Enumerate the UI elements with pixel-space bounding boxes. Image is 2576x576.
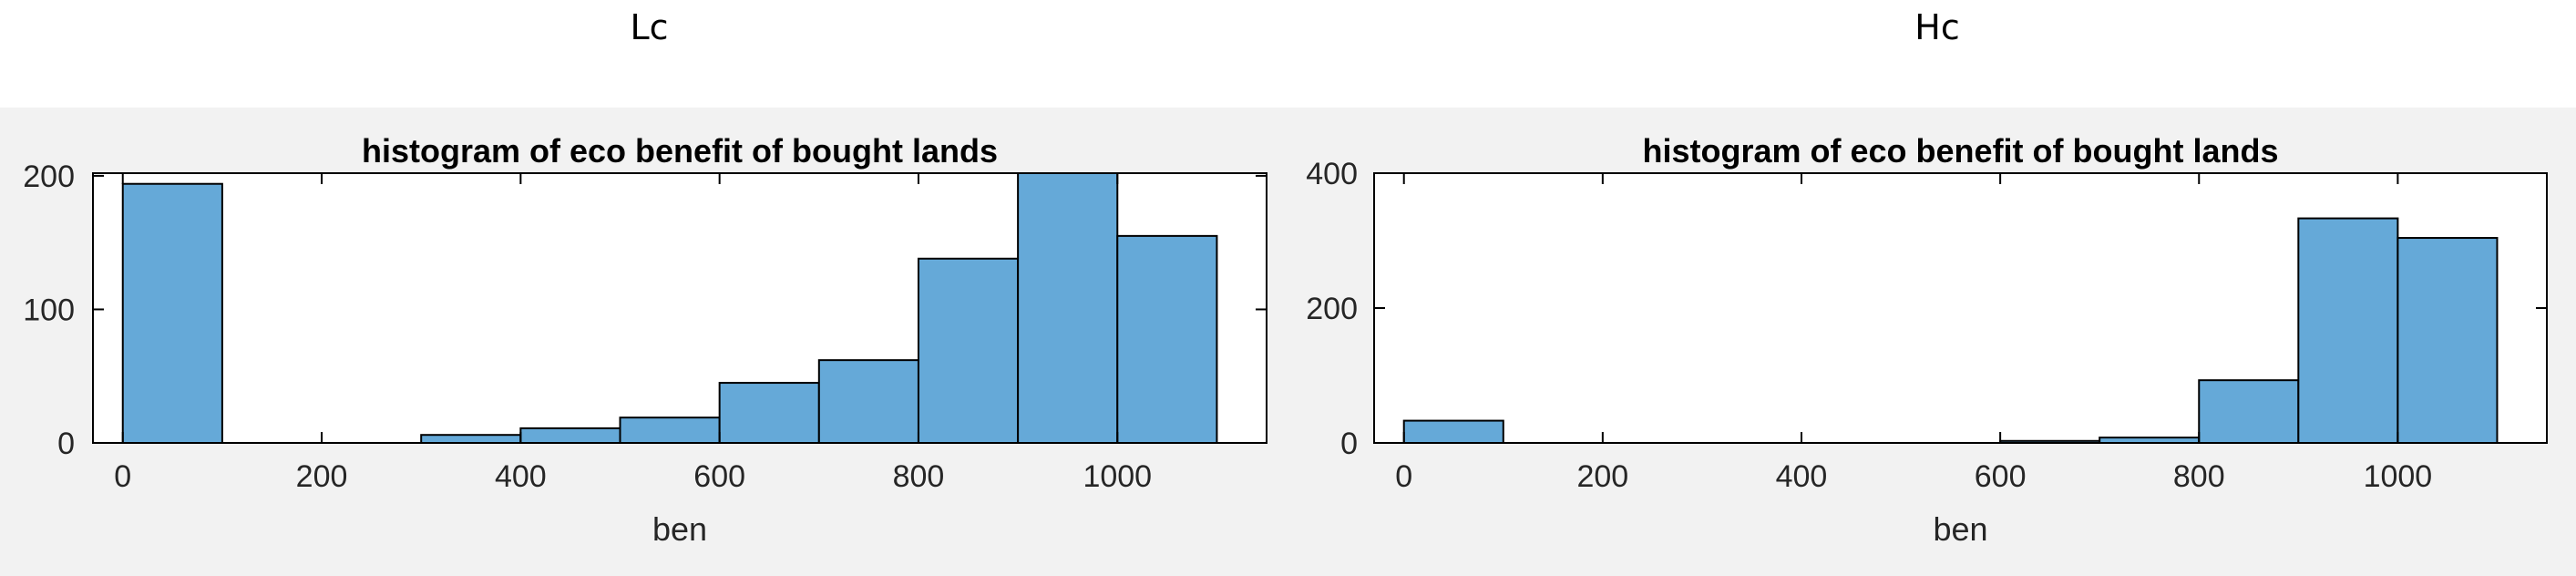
histogram-bar xyxy=(420,434,522,444)
x-tick-label: 600 xyxy=(1975,459,2027,494)
x-tick-label: 400 xyxy=(495,459,547,494)
x-tick-label: 800 xyxy=(2173,459,2225,494)
x-tick-label: 1000 xyxy=(1083,459,1152,494)
x-tick-label: 400 xyxy=(1776,459,1828,494)
histogram-bar xyxy=(519,427,621,445)
x-tick-label: 1000 xyxy=(2364,459,2433,494)
chart-1: 0 200 400 600 800 1000 0 100 200 histogram of eco… xyxy=(0,108,1298,576)
x-tick-label: 200 xyxy=(1576,459,1628,494)
y-tick-label: 200 xyxy=(1306,292,1358,326)
x-tick-label: 200 xyxy=(296,459,348,494)
y-tick-label: 400 xyxy=(1306,157,1358,191)
histogram-bar xyxy=(2198,379,2300,444)
x-tick-label: 800 xyxy=(893,459,945,494)
axes-frame xyxy=(92,172,1267,444)
histogram-bar xyxy=(2396,237,2499,445)
panel-caption-right: Hc xyxy=(1914,7,1960,47)
histogram-bar xyxy=(1116,234,1218,444)
histogram-bar xyxy=(718,382,820,445)
x-axis-label: ben xyxy=(652,510,707,548)
histogram-bar xyxy=(1402,419,1504,444)
histogram-bar xyxy=(917,257,1020,444)
panel-caption-left: Lc xyxy=(630,7,669,47)
histogram-bar xyxy=(2297,217,2399,444)
chart-2: 0 200 400 600 800 1000 0 200 400 histogram of eco… xyxy=(1298,108,2576,576)
y-tick-label: 0 xyxy=(57,427,75,461)
x-tick-label: 600 xyxy=(693,459,745,494)
y-tick-label: 200 xyxy=(23,159,75,194)
y-tick-label: 0 xyxy=(1340,427,1358,461)
x-tick-label: 0 xyxy=(1395,459,1412,494)
x-tick-label: 0 xyxy=(114,459,131,494)
chart-title: histogram of eco benefit of bought lands xyxy=(362,132,998,170)
histogram-bar xyxy=(619,417,721,444)
histogram-bar xyxy=(1017,172,1119,444)
histogram-bar xyxy=(817,359,919,445)
x-axis-label: ben xyxy=(1933,510,1987,548)
chart-title: histogram of eco benefit of bought lands xyxy=(1643,132,2279,170)
histogram-bar xyxy=(121,182,223,444)
y-tick-label: 100 xyxy=(23,293,75,327)
